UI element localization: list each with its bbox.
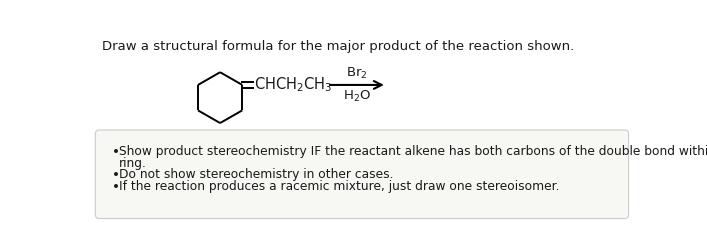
Text: Br$_2$: Br$_2$ [346,66,368,81]
Text: If the reaction produces a racemic mixture, just draw one stereoisomer.: If the reaction produces a racemic mixtu… [119,181,560,193]
FancyBboxPatch shape [95,130,629,219]
Text: Show product stereochemistry IF the reactant alkene has both carbons of the doub: Show product stereochemistry IF the reac… [119,145,707,158]
Text: Do not show stereochemistry in other cases.: Do not show stereochemistry in other cas… [119,169,394,182]
Text: CHCH$_2$CH$_3$: CHCH$_2$CH$_3$ [254,76,332,94]
Text: •: • [112,181,119,194]
Text: •: • [112,145,119,159]
Text: •: • [112,169,119,183]
Text: Draw a structural formula for the major product of the reaction shown.: Draw a structural formula for the major … [103,40,575,53]
Text: H$_2$O: H$_2$O [343,89,371,104]
Text: ring.: ring. [119,157,147,170]
